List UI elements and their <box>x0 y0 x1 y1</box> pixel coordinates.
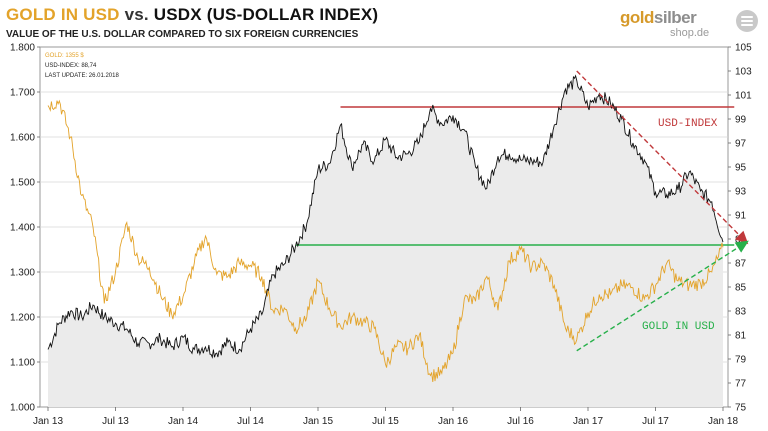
left-tick-label: 1.300 <box>10 268 35 279</box>
gold-in-usd-annotation-label: GOLD IN USD <box>642 321 715 333</box>
title-gold: GOLD IN USD <box>6 5 120 24</box>
x-tick-label: Jan 14 <box>168 416 198 427</box>
left-tick-label: 1.800 <box>10 43 35 54</box>
title-usdx: USDX (US-DOLLAR INDEX) <box>153 5 379 24</box>
x-tick-label: Jan 13 <box>33 416 63 427</box>
chart-subtitle: VALUE OF THE U.S. DOLLAR COMPARED TO SIX… <box>6 29 359 40</box>
gold-uptrend-arrow-head <box>734 240 749 253</box>
right-tick-label: 75 <box>735 403 747 414</box>
left-tick-label: 1.100 <box>10 358 35 369</box>
info-last-update: LAST UPDATE: 26.01.2018 <box>45 73 119 79</box>
right-tick-label: 101 <box>735 91 752 102</box>
right-tick-label: 87 <box>735 259 747 270</box>
x-tick-label: Jan 18 <box>708 416 738 427</box>
x-tick-label: Jan 16 <box>438 416 468 427</box>
right-tick-label: 77 <box>735 379 747 390</box>
x-tick-label: Jul 14 <box>237 416 264 427</box>
usd-index-series-line <box>47 74 724 359</box>
x-tick-label: Jul 17 <box>642 416 669 427</box>
right-tick-label: 83 <box>735 307 747 318</box>
menu-lines-icon <box>736 10 758 32</box>
gold-uptrend-arrow-line <box>576 242 746 352</box>
x-tick-label: Jan 15 <box>303 416 333 427</box>
left-tick-label: 1.000 <box>10 403 35 414</box>
right-tick-label: 93 <box>735 187 747 198</box>
usd-index-area <box>48 75 723 408</box>
right-tick-label: 85 <box>735 283 747 294</box>
right-tick-label: 81 <box>735 331 747 342</box>
x-tick-label: Jul 16 <box>507 416 534 427</box>
right-tick-label: 91 <box>735 211 747 222</box>
usd-index-annotation-label: USD-INDEX <box>658 118 718 130</box>
logo-silber-text: silber <box>653 8 697 27</box>
x-tick-label: Jul 15 <box>372 416 399 427</box>
left-tick-label: 1.700 <box>10 88 35 99</box>
gold-series-line <box>47 99 724 382</box>
info-gold-price: GOLD: 1355 $ <box>45 53 84 59</box>
goldsilber-logo[interactable]: goldsilber shop.de <box>620 8 760 44</box>
logo-wordmark: goldsilber <box>620 8 697 28</box>
right-tick-label: 95 <box>735 163 747 174</box>
left-tick-label: 1.200 <box>10 313 35 324</box>
left-tick-label: 1.500 <box>10 178 35 189</box>
x-tick-label: Jan 17 <box>573 416 603 427</box>
right-tick-label: 103 <box>735 67 752 78</box>
usd-downtrend-arrow-head <box>734 230 749 245</box>
info-usd-index-value: USD-INDEX: 88,74 <box>45 63 97 69</box>
right-tick-label: 99 <box>735 115 747 126</box>
logo-domain-text: shop.de <box>670 27 710 39</box>
right-tick-label: 79 <box>735 355 747 366</box>
chart-title: GOLD IN USD vs. USDX (US-DOLLAR INDEX) <box>6 5 378 25</box>
title-vs: vs. <box>124 5 149 24</box>
right-tick-label: 97 <box>735 139 747 150</box>
left-tick-label: 1.600 <box>10 133 35 144</box>
left-tick-label: 1.400 <box>10 223 35 234</box>
x-tick-label: Jul 13 <box>102 416 129 427</box>
right-tick-label: 105 <box>735 43 752 54</box>
logo-gold-text: gold <box>620 8 654 27</box>
